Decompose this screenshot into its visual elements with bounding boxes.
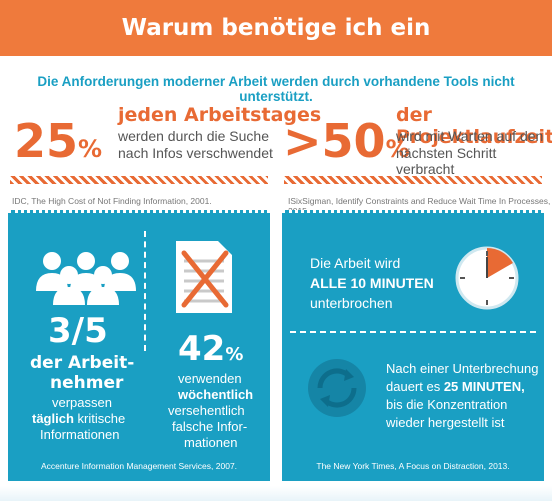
stat-1-source: IDC, The High Cost of Not Finding Inform… (12, 196, 212, 206)
recovery-line-4: wieder hergestellt ist (386, 415, 505, 430)
recovery-line-2: dauert es 25 MINUTEN, (386, 379, 525, 394)
percent-detail-2: wöchentlich (178, 387, 254, 402)
fraction-detail-3: Informationen (40, 427, 120, 442)
recovery-line-1: Nach einer Unterbrechung (386, 361, 539, 376)
stat-2-percent: >50% (283, 118, 410, 164)
percent-number: 42 (178, 329, 226, 369)
percent-symbol: % (225, 344, 244, 365)
percent-value: 42% (178, 329, 243, 369)
intro-text: Die Anforderungen moderner Arbeit werden… (37, 74, 515, 104)
clock-icon (455, 246, 519, 310)
percent-detail-3: versehentlich (168, 403, 245, 418)
stat-2-body-line-2: nächsten Schritt verbracht (396, 145, 497, 177)
panel-divider (144, 231, 146, 351)
crossed-document-icon (176, 241, 232, 313)
right-panel: Die Arbeit wird ALLE 10 MINUTEN unterbro… (282, 210, 544, 481)
fraction-detail-line: täglich kritische (32, 411, 125, 426)
recovery-bold: 25 MINUTEN, (443, 379, 525, 394)
stat-1-stripe (10, 176, 268, 184)
fraction-detail-bold: täglich (32, 411, 74, 426)
left-panel: 3/5 der Arbeit- nehmer verpassen täglich… (8, 210, 270, 481)
page-title: Warum benötige ich ein Arbeitsmanagement… (0, 0, 552, 97)
left-panel-source: Accenture Information Management Service… (40, 461, 238, 471)
stat-2-stripe (284, 176, 542, 184)
refresh-head-icon (308, 359, 366, 417)
percent-detail-4: falsche Infor- (172, 419, 248, 434)
fraction-detail-2: kritische (77, 411, 126, 426)
recovery-line-3: bis die Konzentration (386, 397, 508, 412)
interrupt-line-2: ALLE 10 MINUTEN (310, 275, 434, 291)
panel-divider-h (290, 331, 536, 333)
people-group-icon (36, 252, 136, 305)
stat-1-body-line-1: werden durch die Suche (118, 128, 269, 144)
stat-2-symbol: % (385, 135, 410, 163)
stat-2-number: >50 (283, 114, 386, 168)
interrupt-line-1: Die Arbeit wird (310, 255, 401, 271)
percent-detail-1: verwenden (178, 371, 242, 386)
percent-detail-5: mationen (184, 435, 238, 450)
fraction-text-1: der Arbeit- (30, 353, 135, 373)
right-panel-source: The New York Times, A Focus on Distracti… (316, 461, 510, 471)
fraction-detail-1: verpassen (52, 395, 112, 410)
stat-1-symbol: % (78, 135, 103, 163)
stat-1-number: 25 (14, 114, 79, 168)
fraction-text-2: nehmer (50, 373, 124, 393)
stat-1-title: jeden Arbeitstages (118, 104, 322, 126)
fraction-value: 3/5 (48, 311, 108, 351)
stat-2-title: der Projektlaufzeit (396, 104, 552, 148)
recovery-text-2: dauert es (386, 379, 441, 394)
stat-2-body-line-1: wird mit Warten auf den (396, 128, 544, 144)
interrupt-line-3: unterbrochen (310, 295, 393, 311)
stat-1-body-line-2: nach Infos verschwendet (118, 145, 273, 161)
bottom-band (0, 486, 552, 501)
stat-1-percent: 25% (14, 118, 102, 164)
